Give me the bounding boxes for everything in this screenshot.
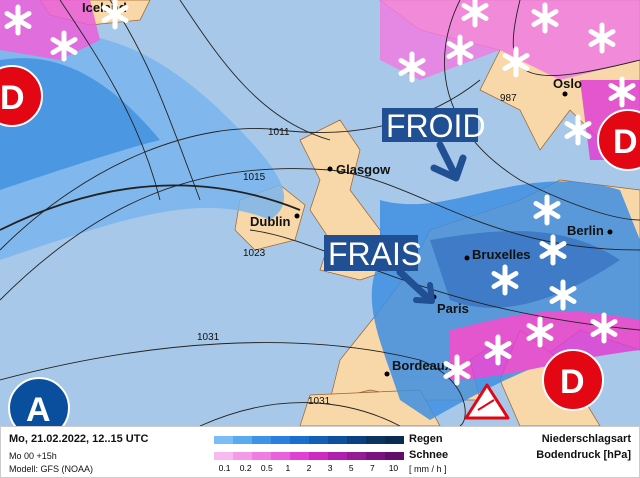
isobar-label: 1011	[268, 127, 290, 138]
city-bordeaux: Bordeaux	[392, 358, 453, 373]
snow-swatch	[347, 452, 366, 460]
scale-tick: 5	[348, 463, 354, 473]
scale-ticks: 0.1 0.2 0.5 1 2 3 5 7 10	[214, 463, 404, 473]
snow-swatch	[366, 452, 385, 460]
svg-text:D: D	[560, 363, 585, 401]
cities: Glasgow Dublin Bruxelles Berlin Oslo Par…	[82, 0, 613, 377]
snow-swatch	[309, 452, 328, 460]
cold-tag: FROID	[382, 108, 486, 182]
scale-tick: 3	[327, 463, 333, 473]
rain-label: Regen	[409, 433, 443, 445]
isobar-label: 1031	[197, 332, 220, 343]
scale-tick: 0.1	[218, 463, 231, 473]
model-name: Modell: GFS (NOAA)	[9, 464, 94, 474]
svg-text:FROID: FROID	[386, 108, 486, 144]
rain-swatch	[366, 436, 385, 444]
scale-tick: 0.2	[239, 463, 252, 473]
isobars	[0, 0, 640, 426]
city-bruxelles: Bruxelles	[472, 247, 531, 262]
cool-tag: FRAIS	[324, 235, 435, 304]
arrow-icon	[396, 268, 432, 302]
rain-swatch	[309, 436, 328, 444]
snow-swatch	[252, 452, 271, 460]
rain-swatch	[271, 436, 290, 444]
arrow-icon	[436, 141, 459, 179]
snow-swatch	[328, 452, 347, 460]
scale-tick: 10	[388, 463, 399, 473]
scale-tick: 1	[285, 463, 291, 473]
snowflake-icon	[531, 2, 559, 34]
legend: Mo, 21.02.2022, 12..15 UTC Mo 00 +15h Mo…	[0, 426, 640, 478]
rain-color-scale	[214, 436, 404, 444]
snow-color-scale	[214, 452, 404, 460]
low-pressure-center: D	[0, 65, 43, 127]
isobar-label: 1031	[308, 396, 331, 407]
scale-tick: 2	[306, 463, 312, 473]
snowflake-icon	[461, 0, 489, 28]
svg-text:D: D	[613, 123, 638, 161]
snow-swatch	[290, 452, 309, 460]
low-pressure-center: D	[597, 109, 640, 171]
isobar-label: 1023	[243, 248, 266, 259]
snowflake-icon	[526, 316, 554, 348]
city-oslo: Oslo	[553, 76, 582, 91]
rain-swatch	[347, 436, 366, 444]
isobar-label: 987	[500, 93, 517, 104]
snow-label: Schnee	[409, 449, 449, 461]
snow-swatch	[214, 452, 233, 460]
snowflake-icon	[588, 22, 616, 54]
city-dublin: Dublin	[250, 214, 290, 229]
weather-map: 1011 1015 1023 987 1031 1031 Glasgow Dub…	[0, 0, 640, 426]
snowflake-icon	[549, 279, 577, 311]
rain-swatch	[233, 436, 252, 444]
snowflake-icon	[533, 194, 561, 226]
legend-title-pressure: Bodendruck [hPa]	[536, 449, 631, 461]
rain-swatch	[328, 436, 347, 444]
city-paris: Paris	[437, 301, 469, 316]
snow-swatch	[271, 452, 290, 460]
rain-swatch	[290, 436, 309, 444]
snowflake-icon	[443, 354, 471, 386]
rain-swatch	[214, 436, 233, 444]
snowflake-icon	[564, 114, 592, 146]
low-pressure-center: D	[542, 349, 604, 411]
snowflake-icon	[446, 34, 474, 66]
snowflake-icon	[484, 334, 512, 366]
city-glasgow: Glasgow	[336, 162, 391, 177]
rain-swatch	[385, 436, 404, 444]
svg-text:FRAIS: FRAIS	[328, 236, 422, 272]
isobar-label: 1015	[243, 172, 266, 183]
forecast-date: Mo, 21.02.2022, 12..15 UTC	[9, 433, 149, 445]
snowflake-icon	[4, 4, 32, 36]
snowflake-icons	[4, 0, 636, 386]
snowflake-icon	[50, 30, 78, 62]
precipitation	[0, 0, 640, 420]
scale-tick: 7	[369, 463, 375, 473]
svg-text:D: D	[0, 79, 25, 117]
svg-text:A: A	[26, 391, 51, 426]
city-berlin: Berlin	[567, 223, 604, 238]
snowflake-icon	[590, 312, 618, 344]
snowflake-icon	[491, 264, 519, 296]
high-pressure-center: A	[8, 377, 70, 426]
snowflake-icon	[398, 51, 426, 83]
snowflake-icon	[608, 76, 636, 108]
rain-swatch	[252, 436, 271, 444]
snowflake-icon	[502, 46, 530, 78]
forecast-run: Mo 00 +15h	[9, 451, 57, 461]
storm-warning-icon	[464, 383, 510, 420]
snowflake-icon	[101, 0, 129, 30]
snow-swatch	[385, 452, 404, 460]
legend-title-precip: Niederschlagsart	[541, 433, 631, 445]
scale-tick: 0.5	[260, 463, 273, 473]
snow-swatch	[233, 452, 252, 460]
unit-label: [ mm / h ]	[409, 464, 447, 474]
snowflake-icon	[539, 234, 567, 266]
